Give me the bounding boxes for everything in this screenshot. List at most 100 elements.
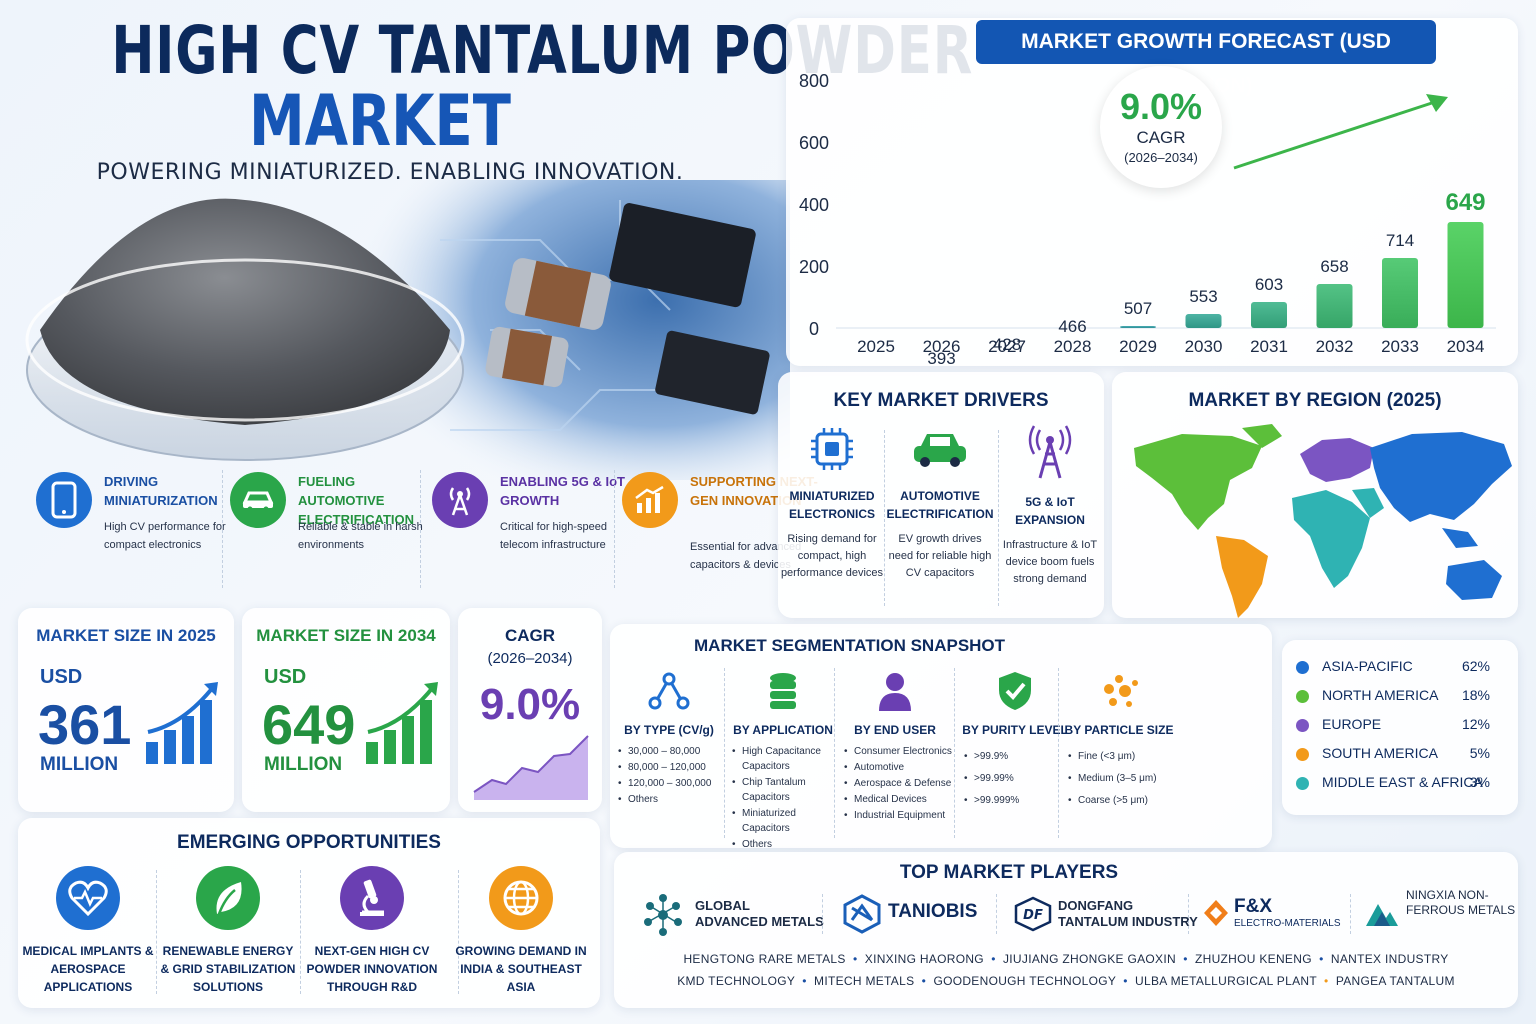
x-tick-label: 2026 (923, 337, 961, 356)
legend-dot (1296, 748, 1309, 761)
market-size-2034-card: MARKET SIZE IN 2034 USD 649 MILLION (242, 608, 450, 812)
divider (156, 870, 157, 994)
segment-by-application: BY APPLICATION High Capacitance Capacito… (724, 668, 842, 853)
y-tick-label: 400 (799, 195, 829, 215)
cagr-period: (2026–2034) (1124, 150, 1198, 165)
stat-value: 649 (262, 693, 356, 756)
top-market-players: TOP MARKET PLAYERS GLOBAL ADVANCED METAL… (614, 852, 1518, 1008)
segment-list: 30,000 – 80,000 80,000 – 120,000 120,000… (610, 744, 728, 807)
cagr-label: CAGR (1136, 128, 1186, 147)
player-item: JIUJIANG ZHONGKE GAOXIN (1003, 952, 1176, 966)
player-item: NANTEX INDUSTRY (1330, 952, 1449, 966)
segment-item: Consumer Electronics (844, 744, 954, 759)
player-taniobis: TANIOBIS (842, 892, 1002, 936)
segment-by-type: BY TYPE (CV/g) 30,000 – 80,000 80,000 – … (610, 668, 728, 808)
driver-desc: Infrastructure & IoT device boom fuels s… (1002, 539, 1098, 585)
feature-title: FUELING AUTOMOTIVE ELECTRIFICATION (298, 474, 415, 527)
map-africa (1292, 490, 1370, 588)
growth-chart-icon (622, 472, 678, 528)
player-item: ULBA METALLURGICAL PLANT (1135, 974, 1317, 988)
segment-title: BY PARTICLE SIZE (1064, 723, 1174, 737)
bar-2031 (1251, 302, 1287, 328)
stat-suffix: MILLION (264, 754, 343, 775)
stat-suffix: MILLION (40, 754, 119, 775)
player-item: PANGEA TANTALUM (1335, 974, 1455, 988)
bar-value-label: 649 (1445, 189, 1485, 216)
bullet: • (849, 952, 865, 966)
market-segmentation: MARKET SEGMENTATION SNAPSHOT BY TYPE (CV… (610, 624, 1272, 852)
opportunity-medical: MEDICAL IMPLANTS & AEROSPACE APPLICATION… (18, 866, 158, 996)
segment-item: >99.9% (964, 746, 1074, 767)
divider (222, 470, 223, 588)
region-legend: ASIA-PACIFIC 62% NORTH AMERICA 18% EUROP… (1282, 640, 1518, 815)
growth-bars-icon (366, 682, 438, 764)
stat-heading: MARKET SIZE IN 2034 (256, 626, 436, 645)
feature-nextgen: SUPPORTING NEXT-GEN INNOVATION Essential… (610, 466, 818, 586)
map-europe (1300, 438, 1374, 482)
df-logo: DF (1014, 896, 1052, 932)
map-greenland (1242, 424, 1282, 448)
region-title: MARKET BY REGION (2025) (1188, 390, 1442, 411)
divider (614, 470, 615, 588)
bar-value-label: 428 (993, 335, 1021, 354)
shield-check-icon (999, 672, 1031, 710)
legend-asia-pacific: ASIA-PACIFIC 62% (1296, 656, 1506, 678)
y-tick-label: 600 (799, 133, 829, 153)
feature-title: ENABLING 5G & IoT GROWTH (500, 474, 625, 508)
segment-title: BY PURITY LEVEL (962, 723, 1068, 737)
car-icon (914, 434, 966, 467)
bullet: • (987, 952, 1003, 966)
players-title: TOP MARKET PLAYERS (899, 862, 1119, 883)
opportunity-title: GROWING DEMAND IN INDIA & SOUTHEAST ASIA (455, 944, 587, 994)
page-title-market: MARKET (248, 80, 512, 162)
globe-icon (489, 866, 553, 930)
bullet: • (798, 974, 815, 988)
microscope-icon (340, 866, 404, 930)
bullet: • (1179, 952, 1195, 966)
legend-dot (1296, 777, 1309, 790)
legend-name: EUROPE (1322, 716, 1382, 732)
cagr-card: CAGR (2026–2034) 9.0% (458, 608, 602, 812)
feature-5g: ENABLING 5G & IoT GROWTH Critical for hi… (420, 466, 625, 586)
segment-item: Others (618, 792, 728, 807)
segment-by-particle-size: BY PARTICLE SIZE Fine (<3 μm) Medium (3–… (1060, 668, 1178, 812)
particles-icon (1104, 675, 1138, 707)
legend-dot (1296, 690, 1309, 703)
drivers-title: KEY MARKET DRIVERS (833, 390, 1049, 411)
legend-dot (1296, 661, 1309, 674)
player-item: MITECH METALS (814, 974, 915, 988)
segment-item: Automotive (844, 760, 954, 775)
opportunity-rnd: NEXT-GEN HIGH CV POWDER INNOVATION THROU… (302, 866, 442, 996)
player-item: KMD TECHNOLOGY (677, 974, 795, 988)
segment-list: Consumer Electronics Automotive Aerospac… (836, 744, 954, 823)
segment-item: >99.999% (964, 790, 1074, 811)
segment-by-purity: BY PURITY LEVEL >99.9% >99.99% >99.999% (956, 668, 1074, 812)
legend-name: SOUTH AMERICA (1322, 745, 1438, 761)
antenna-icon (1028, 425, 1072, 479)
chip-component-1 (609, 203, 756, 308)
divider (954, 668, 955, 838)
smartphone-icon (36, 472, 92, 528)
divider (822, 894, 823, 934)
driver-desc: EV growth drives need for reliable high … (888, 533, 992, 579)
network-icon (648, 672, 690, 710)
x-tick-label: 2025 (857, 337, 895, 356)
divider (420, 470, 421, 588)
growth-bars-icon (146, 682, 218, 764)
segment-item: Medium (3–5 μm) (1068, 768, 1178, 789)
segment-item: 80,000 – 120,000 (618, 760, 728, 775)
bullet: • (1320, 974, 1336, 988)
bar-chart: 8006004002000361202539320264282027466202… (799, 71, 1496, 366)
opportunity-renewable: RENEWABLE ENERGY & GRID STABILIZATION SO… (158, 866, 298, 996)
driver-miniaturized: MINIATURIZED ELECTRONICS Rising demand f… (778, 424, 886, 582)
divider (998, 430, 999, 606)
heart-pulse-icon (56, 866, 120, 930)
legend-share: 18% (1461, 687, 1490, 703)
driver-title: MINIATURIZED ELECTRONICS (788, 489, 875, 521)
player-item: HENGTONG RARE METALS (683, 952, 846, 966)
y-tick-label: 0 (809, 319, 819, 339)
divider (1188, 894, 1189, 934)
driver-automotive: AUTOMOTIVE ELECTRIFICATION EV growth dri… (886, 424, 994, 582)
growth-arrow-line (1233, 98, 1442, 170)
segment-list: Fine (<3 μm) Medium (3–5 μm) Coarse (>5 … (1060, 746, 1178, 811)
